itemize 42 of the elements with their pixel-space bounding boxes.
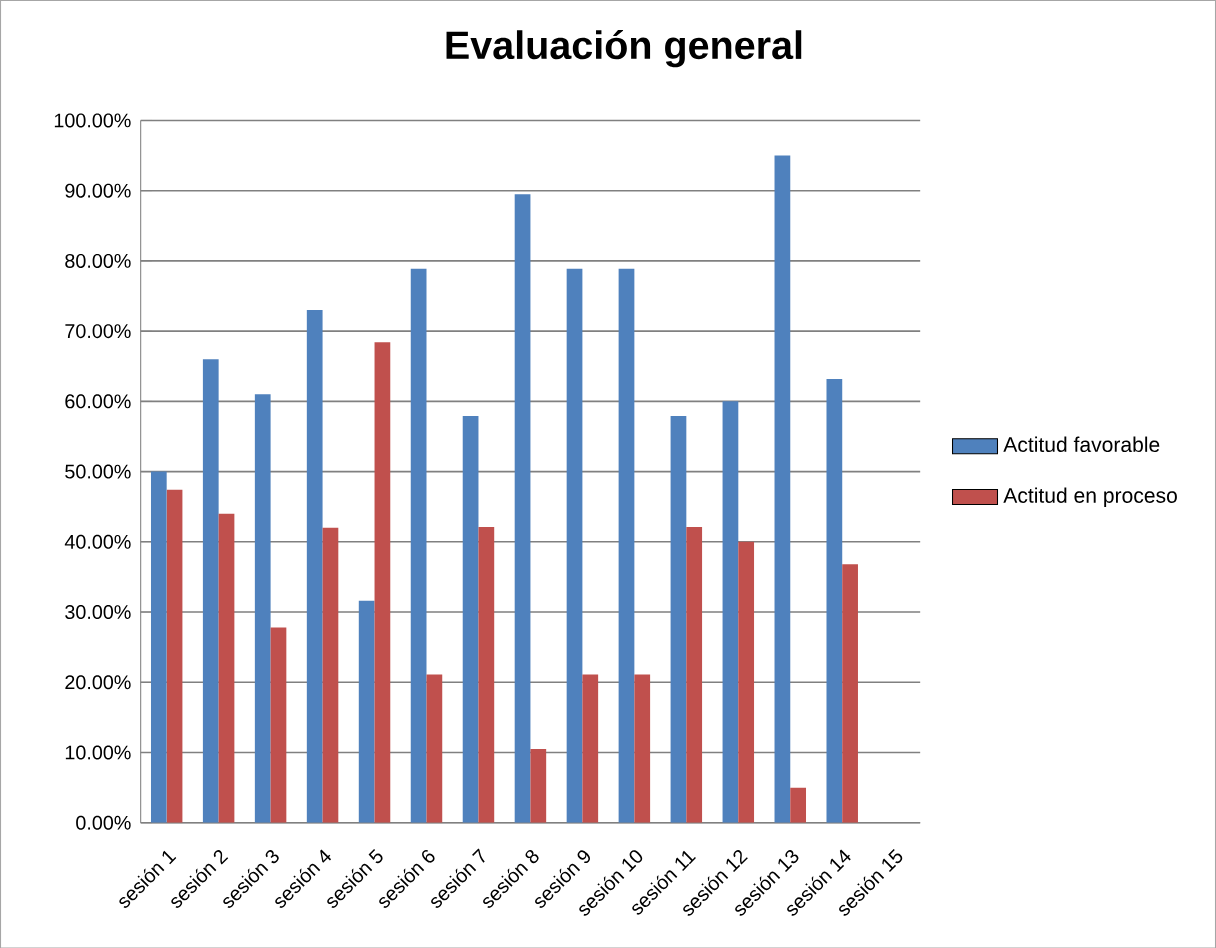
bar bbox=[634, 674, 651, 823]
bar bbox=[322, 527, 339, 823]
chart-title: Evaluación general bbox=[446, 29, 802, 68]
legend-label: Actitud favorable bbox=[1003, 436, 1160, 452]
bar bbox=[722, 401, 739, 823]
bar bbox=[270, 627, 287, 823]
bar bbox=[566, 268, 583, 823]
bar bbox=[530, 748, 547, 823]
y-tick-label: 50.00% bbox=[65, 464, 131, 479]
bar bbox=[686, 526, 703, 823]
bar bbox=[774, 155, 791, 823]
y-tick-label: 90.00% bbox=[65, 183, 131, 198]
bar bbox=[374, 342, 391, 823]
legend-label: Actitud en proceso bbox=[1003, 487, 1177, 507]
y-tick-label: 30.00% bbox=[65, 604, 131, 619]
y-tick-label: 80.00% bbox=[65, 253, 131, 268]
y-tick-label: 0.00% bbox=[76, 815, 131, 830]
bar bbox=[410, 268, 427, 823]
bar bbox=[462, 415, 479, 823]
bar bbox=[582, 674, 599, 823]
bar bbox=[306, 309, 323, 823]
bar bbox=[842, 564, 858, 823]
bar bbox=[670, 415, 687, 823]
y-tick-label: 10.00% bbox=[65, 745, 131, 760]
y-tick-label: 60.00% bbox=[65, 394, 131, 409]
bar bbox=[166, 489, 183, 823]
bar bbox=[478, 526, 495, 823]
bar bbox=[790, 787, 807, 823]
y-tick-label: 70.00% bbox=[65, 323, 131, 338]
bar bbox=[426, 674, 443, 823]
y-tick-label: 100.00% bbox=[54, 113, 131, 128]
bar bbox=[202, 359, 219, 823]
y-tick-label: 40.00% bbox=[64, 534, 131, 549]
bar bbox=[150, 471, 167, 823]
bar bbox=[254, 394, 271, 823]
y-tick-label: 20.00% bbox=[65, 675, 131, 690]
bar bbox=[218, 513, 235, 823]
bar bbox=[618, 268, 635, 823]
bar bbox=[358, 600, 375, 823]
bar bbox=[738, 541, 755, 823]
bar bbox=[514, 193, 531, 823]
bar bbox=[826, 378, 843, 823]
